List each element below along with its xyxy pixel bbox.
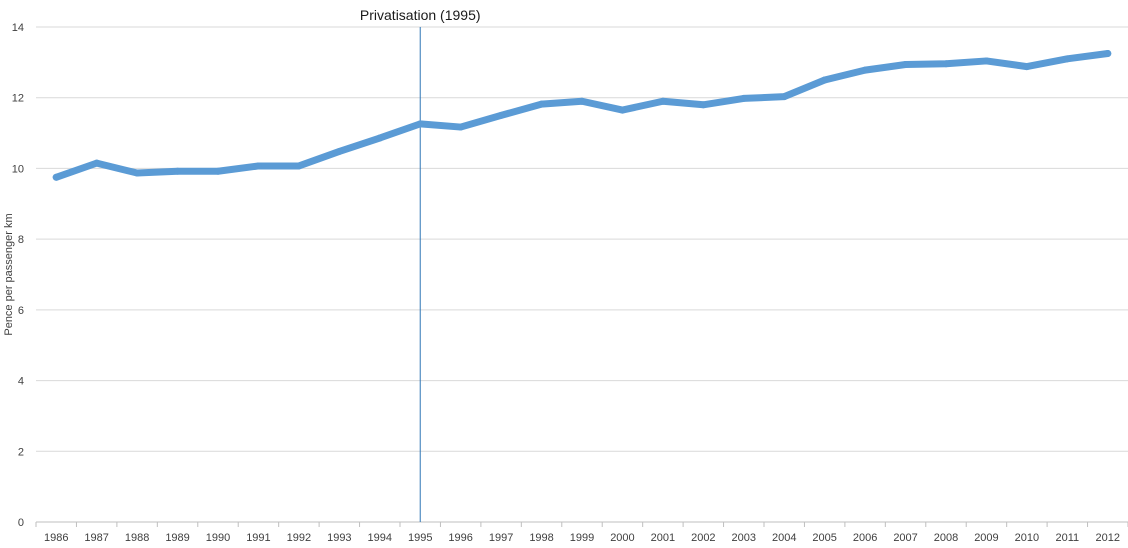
x-tick-label: 2008 <box>934 532 958 544</box>
data-point <box>214 167 222 175</box>
x-tick-label: 1988 <box>125 532 149 544</box>
y-tick-label: 0 <box>18 517 24 529</box>
y-tick-label: 4 <box>18 376 24 388</box>
data-point <box>52 173 60 181</box>
y-tick-label: 14 <box>12 22 24 34</box>
data-point <box>942 60 950 68</box>
x-tick-label: 2004 <box>772 532 796 544</box>
x-axis-ticks: 1986 1987 1988 1989 1990 1991 1992 1993 1994 1995… <box>44 532 1120 544</box>
x-tick-label: 1995 <box>408 532 432 544</box>
data-point <box>740 94 748 102</box>
y-tick-label: 6 <box>18 305 24 317</box>
data-point <box>1023 63 1031 71</box>
y-axis-label: Pence per passenger km <box>3 213 15 335</box>
x-tick-label: 1989 <box>165 532 189 544</box>
data-point <box>578 97 586 105</box>
data-point <box>699 101 707 109</box>
data-point <box>1063 55 1071 63</box>
data-point <box>982 57 990 65</box>
x-tick-label: 1990 <box>206 532 230 544</box>
data-point <box>416 120 424 128</box>
data-point <box>618 106 626 114</box>
x-tick-label: 1993 <box>327 532 351 544</box>
x-tick-label: 1999 <box>570 532 594 544</box>
x-tick-label: 2003 <box>732 532 756 544</box>
x-tick-label: 1996 <box>448 532 472 544</box>
series-line-0 <box>52 50 1112 181</box>
data-point <box>335 147 343 155</box>
data-point <box>780 93 788 101</box>
x-tick-label: 1987 <box>84 532 108 544</box>
data-point <box>1104 50 1112 58</box>
x-tick-label: 2000 <box>610 532 634 544</box>
data-point <box>295 162 303 170</box>
axes <box>35 521 1128 527</box>
x-tick-label: 2009 <box>974 532 998 544</box>
x-tick-label: 1992 <box>287 532 311 544</box>
data-point <box>538 100 546 108</box>
x-tick-label: 1986 <box>44 532 68 544</box>
data-point <box>174 167 182 175</box>
data-point <box>376 134 384 142</box>
x-tick-label: 2011 <box>1056 532 1080 544</box>
annotation-label: Privatisation (1995) <box>360 7 481 23</box>
data-point <box>902 60 910 68</box>
x-tick-label: 2007 <box>893 532 917 544</box>
y-tick-label: 8 <box>18 234 24 246</box>
x-tick-label: 1994 <box>368 532 392 544</box>
y-tick-label: 12 <box>12 93 24 105</box>
x-tick-label: 1998 <box>529 532 553 544</box>
data-point <box>254 162 262 170</box>
series-group <box>52 50 1112 181</box>
data-point <box>93 159 101 167</box>
gridlines <box>36 26 1128 452</box>
data-point <box>861 66 869 74</box>
data-point <box>497 111 505 119</box>
x-tick-label: 1997 <box>489 532 513 544</box>
x-tick-label: 1991 <box>246 532 270 544</box>
annotations: Privatisation (1995) <box>360 7 481 522</box>
data-point <box>133 169 141 177</box>
x-tick-label: 2006 <box>853 532 877 544</box>
y-tick-label: 10 <box>12 163 24 175</box>
x-tick-label: 2002 <box>691 532 715 544</box>
x-tick-label: 2005 <box>812 532 836 544</box>
x-tick-label: 2001 <box>651 532 675 544</box>
data-point <box>659 97 667 105</box>
x-tick-label: 2012 <box>1096 532 1120 544</box>
data-point <box>457 123 465 131</box>
y-tick-label: 2 <box>18 446 24 458</box>
y-axis-ticks: 0 2 4 6 8 10 12 14 <box>12 22 24 529</box>
data-point <box>821 76 829 84</box>
x-tick-label: 2010 <box>1015 532 1039 544</box>
